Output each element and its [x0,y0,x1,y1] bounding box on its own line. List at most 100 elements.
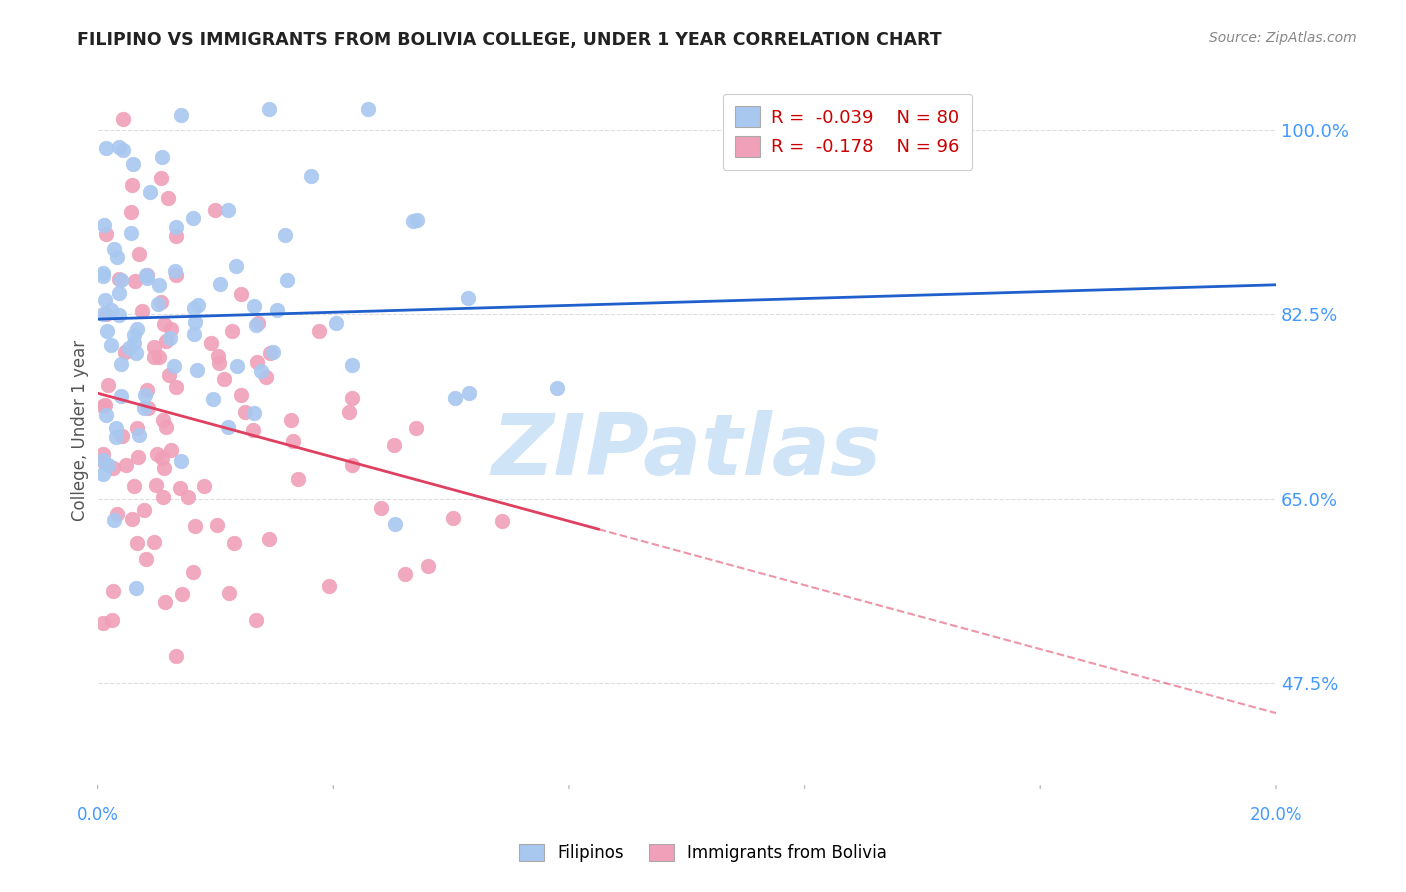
Point [163,359,186,374]
Point [204,202,226,217]
Point [97,458,120,472]
Text: FILIPINO VS IMMIGRANTS FROM BOLIVIA COLLEGE, UNDER 1 YEAR CORRELATION CHART: FILIPINO VS IMMIGRANTS FROM BOLIVIA COLL… [77,31,942,49]
Point [103,513,125,527]
Point [122,479,145,493]
Point [229,388,252,402]
Point [103,584,125,599]
Point [138,401,160,415]
Point [145,478,167,492]
Point [187,298,209,312]
Point [108,308,131,322]
Point [405,421,427,435]
Point [121,178,143,192]
Point [186,363,208,377]
Point [108,285,131,300]
Legend: Filipinos, Immigrants from Bolivia: Filipinos, Immigrants from Bolivia [510,836,896,871]
Point [94,398,117,412]
Y-axis label: College, Under 1 year: College, Under 1 year [72,340,89,521]
Point [181,566,204,580]
Point [222,536,245,550]
Point [259,102,281,116]
Point [416,559,439,574]
Point [276,273,298,287]
Point [93,293,115,308]
Point [100,303,122,318]
Point [149,171,172,186]
Point [152,412,174,426]
Point [93,218,115,232]
Point [221,324,243,338]
Point [93,307,115,321]
Point [125,420,148,434]
Point [491,514,513,528]
Point [104,420,127,434]
Point [384,517,406,532]
Point [94,227,117,242]
Point [93,447,115,461]
Point [125,581,148,595]
Point [308,324,330,338]
Point [143,535,166,549]
Point [134,401,156,415]
Point [101,613,124,627]
Point [93,266,115,280]
Point [118,341,141,355]
Point [444,392,467,406]
Text: 0.0%: 0.0% [77,806,118,824]
Point [218,586,240,600]
Point [184,315,207,329]
Point [169,481,191,495]
Point [100,338,122,352]
Point [342,458,364,473]
Point [93,400,115,414]
Point [107,250,129,264]
Point [120,204,142,219]
Point [245,318,267,332]
Point [402,214,425,228]
Point [266,303,288,318]
Point [280,413,302,427]
Point [170,587,193,601]
Point [299,169,322,184]
Point [212,372,235,386]
Point [153,460,176,475]
Point [205,517,228,532]
Point [325,316,347,330]
Point [135,268,157,282]
Point [273,227,295,242]
Point [111,428,134,442]
Point [125,536,148,550]
Point [318,579,340,593]
Point [155,595,177,609]
Point [112,112,135,126]
Point [152,490,174,504]
Point [207,349,229,363]
Point [121,512,143,526]
Point [94,141,117,155]
Point [249,364,271,378]
Point [247,316,270,330]
Point [148,278,170,293]
Point [370,501,392,516]
Point [243,406,266,420]
Point [384,438,406,452]
Point [165,229,187,244]
Point [441,511,464,525]
Point [131,303,153,318]
Point [122,328,145,343]
Point [148,351,170,365]
Point [217,420,239,434]
Point [124,274,146,288]
Point [254,370,277,384]
Point [94,307,117,321]
Point [394,567,416,582]
Point [233,404,256,418]
Point [93,452,115,467]
Point [183,326,205,341]
Point [110,389,132,403]
Point [135,383,157,397]
Point [165,649,187,664]
Point [104,430,127,444]
Point [208,277,231,292]
Point [136,270,159,285]
